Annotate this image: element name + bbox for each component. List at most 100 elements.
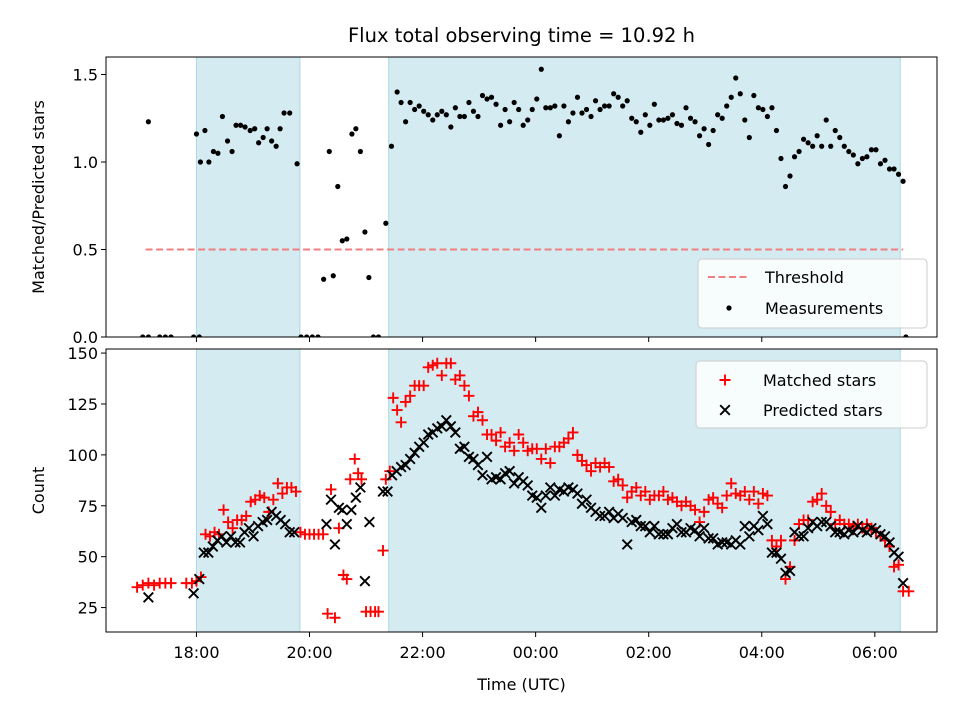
x-tick-label: 00:00	[513, 643, 559, 662]
data-point	[168, 334, 174, 337]
data-point	[481, 451, 493, 463]
legend-label-matched: Matched stars	[763, 371, 876, 390]
data-point	[357, 148, 363, 155]
data-point	[452, 105, 458, 111]
data-point	[233, 122, 239, 128]
data-point	[594, 510, 606, 522]
data-point	[508, 477, 520, 489]
y-tick-label: 125	[67, 395, 98, 414]
data-point	[884, 536, 895, 548]
data-point	[703, 532, 715, 544]
data-point	[868, 147, 875, 153]
data-point	[349, 131, 355, 137]
data-point	[416, 103, 422, 109]
data-point	[508, 445, 520, 457]
data-point	[145, 334, 151, 337]
data-point	[805, 140, 811, 146]
data-point	[486, 429, 498, 441]
data-point	[531, 492, 543, 504]
data-point	[617, 479, 629, 491]
data-point	[264, 126, 270, 132]
data-point	[778, 155, 784, 162]
data-point	[547, 105, 553, 111]
data-point	[383, 220, 389, 226]
data-point	[197, 159, 204, 165]
legend-box	[697, 258, 928, 329]
data-point	[651, 101, 657, 107]
data-point	[719, 115, 725, 121]
data-point	[329, 538, 341, 550]
data-point	[752, 498, 764, 510]
data-point	[739, 520, 751, 532]
data-point	[315, 334, 321, 337]
y-tick-label: 25	[78, 599, 98, 618]
data-point	[588, 113, 594, 120]
data-point	[354, 481, 366, 493]
data-point	[513, 429, 525, 441]
data-point	[571, 488, 583, 500]
data-point	[828, 143, 834, 149]
observing-window-shade	[195, 57, 301, 337]
axes-frame	[105, 56, 938, 338]
legend-label-threshold: Threshold	[764, 268, 844, 287]
data-point	[846, 148, 852, 155]
data-point	[458, 380, 470, 392]
data-point	[761, 518, 773, 530]
data-point	[819, 143, 825, 149]
data-point	[716, 536, 728, 548]
data-point	[671, 518, 683, 530]
data-point	[644, 526, 656, 538]
data-point	[504, 465, 516, 477]
data-point	[467, 453, 479, 465]
data-point	[687, 115, 694, 121]
data-point	[137, 579, 149, 591]
data-point	[583, 106, 590, 113]
data-point	[606, 103, 612, 109]
data-point	[425, 112, 431, 118]
data-point	[669, 112, 676, 118]
data-point	[540, 490, 552, 502]
data-point	[260, 134, 266, 141]
y-tick-label: 1.5	[73, 66, 98, 85]
data-point	[227, 522, 239, 534]
series-measurements	[140, 66, 909, 337]
data-point	[458, 441, 470, 453]
data-point	[225, 530, 237, 542]
data-point	[751, 92, 757, 99]
series-matched-stars	[131, 357, 915, 624]
data-point	[309, 334, 315, 337]
x-tick-label: 02:00	[626, 643, 672, 662]
data-point	[517, 437, 529, 449]
data-point	[873, 147, 879, 153]
data-point	[288, 526, 300, 538]
data-point	[490, 435, 502, 447]
chart-title: Flux total observing time = 10.92 h	[348, 24, 695, 47]
data-point	[436, 369, 448, 381]
y-tick-label: 100	[67, 446, 98, 465]
data-point	[638, 129, 644, 135]
data-point	[461, 113, 468, 120]
data-point	[363, 516, 375, 528]
data-point	[484, 96, 490, 102]
data-point	[737, 91, 743, 97]
data-point	[630, 514, 642, 526]
data-point	[269, 138, 275, 144]
data-point	[350, 492, 362, 504]
data-point	[403, 119, 409, 125]
data-point	[543, 105, 549, 111]
data-point	[220, 536, 232, 548]
data-point	[198, 547, 210, 559]
data-point	[344, 236, 350, 242]
data-point	[535, 502, 547, 514]
data-point	[903, 585, 915, 597]
data-point	[561, 103, 567, 109]
data-point	[895, 171, 902, 177]
x-tick-label: 18:00	[173, 643, 219, 662]
data-point	[544, 457, 556, 469]
data-point	[445, 420, 457, 432]
data-point	[290, 486, 302, 498]
data-point	[287, 110, 293, 116]
data-point	[775, 553, 787, 565]
data-point	[592, 98, 599, 104]
data-point	[377, 545, 389, 557]
